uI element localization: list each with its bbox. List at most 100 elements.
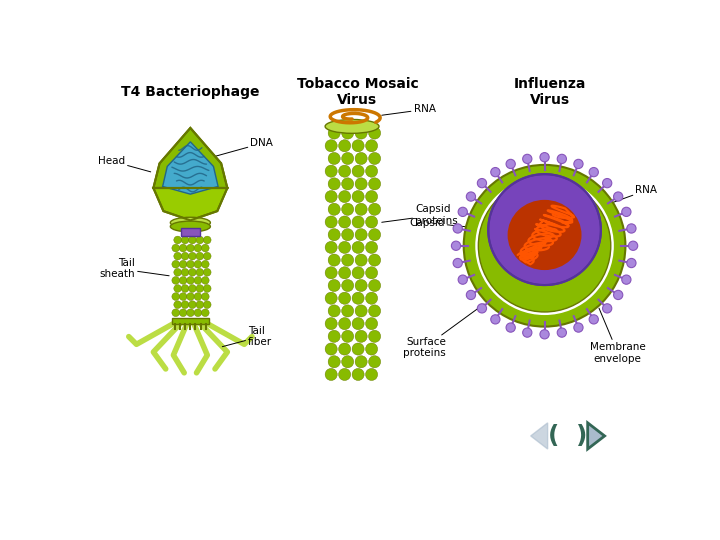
Circle shape: [477, 179, 487, 188]
Circle shape: [366, 165, 377, 177]
Circle shape: [328, 152, 341, 165]
Circle shape: [338, 191, 351, 202]
Circle shape: [341, 356, 354, 368]
Circle shape: [355, 330, 367, 342]
Circle shape: [174, 268, 181, 276]
Circle shape: [174, 252, 181, 260]
Polygon shape: [153, 128, 228, 188]
Circle shape: [338, 267, 351, 279]
Circle shape: [475, 177, 614, 315]
Circle shape: [203, 236, 211, 244]
Circle shape: [355, 203, 367, 215]
Text: Capsid: Capsid: [409, 218, 498, 230]
Circle shape: [174, 285, 181, 292]
Circle shape: [366, 191, 377, 202]
Circle shape: [629, 241, 638, 251]
Circle shape: [186, 309, 194, 316]
Text: Tobacco Mosaic
Virus: Tobacco Mosaic Virus: [297, 77, 418, 107]
Ellipse shape: [325, 119, 379, 133]
Circle shape: [203, 301, 211, 308]
Circle shape: [181, 301, 189, 308]
Circle shape: [451, 241, 461, 251]
Circle shape: [325, 165, 337, 177]
Circle shape: [369, 152, 381, 165]
Text: T4 Bacteriophage: T4 Bacteriophage: [121, 85, 260, 99]
Circle shape: [325, 343, 337, 355]
Circle shape: [325, 191, 337, 202]
Circle shape: [203, 268, 211, 276]
Circle shape: [179, 293, 187, 300]
Text: (: (: [548, 424, 559, 448]
Circle shape: [325, 216, 337, 228]
Circle shape: [189, 285, 197, 292]
Circle shape: [341, 228, 354, 241]
Circle shape: [491, 167, 500, 177]
Circle shape: [189, 252, 197, 260]
Circle shape: [328, 305, 341, 317]
Circle shape: [341, 203, 354, 215]
Circle shape: [194, 293, 202, 300]
Text: Influenza
Virus: Influenza Virus: [514, 77, 586, 107]
Text: RNA: RNA: [570, 185, 657, 218]
Circle shape: [203, 252, 211, 260]
Text: Capsid
proteins: Capsid proteins: [382, 204, 458, 226]
Circle shape: [174, 236, 181, 244]
Circle shape: [181, 236, 189, 244]
Ellipse shape: [171, 221, 210, 232]
Circle shape: [172, 244, 179, 252]
Circle shape: [179, 260, 187, 268]
Circle shape: [328, 254, 341, 266]
Circle shape: [338, 140, 351, 152]
Circle shape: [355, 127, 367, 139]
Circle shape: [328, 228, 341, 241]
Circle shape: [366, 318, 377, 330]
Circle shape: [196, 268, 204, 276]
Circle shape: [194, 309, 202, 316]
Circle shape: [189, 268, 197, 276]
Circle shape: [464, 165, 626, 327]
Text: RNA: RNA: [382, 104, 436, 115]
Circle shape: [540, 330, 549, 339]
Circle shape: [369, 254, 381, 266]
Circle shape: [325, 267, 337, 279]
Circle shape: [325, 140, 337, 152]
Circle shape: [338, 368, 351, 381]
Circle shape: [202, 260, 209, 268]
Circle shape: [352, 318, 364, 330]
Circle shape: [352, 191, 364, 202]
Circle shape: [341, 127, 354, 139]
Text: Surface
proteins: Surface proteins: [403, 304, 484, 358]
Circle shape: [325, 292, 337, 304]
Circle shape: [366, 216, 377, 228]
Circle shape: [369, 330, 381, 342]
Circle shape: [194, 276, 202, 284]
Circle shape: [202, 293, 209, 300]
Circle shape: [196, 301, 204, 308]
Circle shape: [458, 275, 467, 284]
Polygon shape: [588, 423, 605, 449]
Circle shape: [338, 343, 351, 355]
Polygon shape: [531, 423, 548, 449]
Circle shape: [366, 267, 377, 279]
Circle shape: [603, 179, 612, 188]
Circle shape: [202, 244, 209, 252]
Circle shape: [196, 285, 204, 292]
Circle shape: [179, 276, 187, 284]
Circle shape: [172, 293, 179, 300]
Circle shape: [352, 343, 364, 355]
Circle shape: [186, 260, 194, 268]
Circle shape: [341, 280, 354, 292]
Circle shape: [352, 267, 364, 279]
Circle shape: [453, 224, 462, 233]
Text: DNA: DNA: [215, 138, 274, 157]
Circle shape: [355, 228, 367, 241]
Circle shape: [366, 343, 377, 355]
Circle shape: [341, 152, 354, 165]
Circle shape: [627, 224, 636, 233]
Circle shape: [325, 318, 337, 330]
Bar: [172, 318, 209, 325]
Circle shape: [328, 280, 341, 292]
Circle shape: [369, 305, 381, 317]
Circle shape: [194, 244, 202, 252]
Bar: [181, 228, 199, 236]
